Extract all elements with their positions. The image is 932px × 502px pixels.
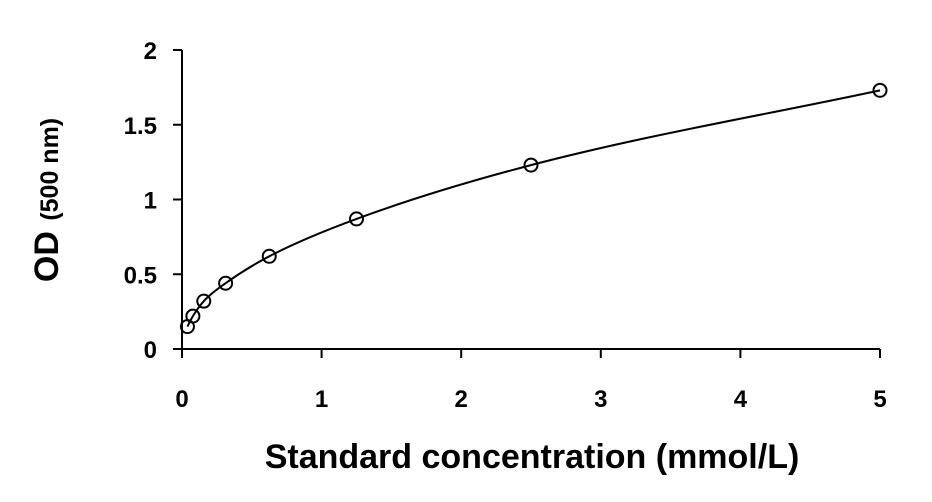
x-tick-label: 0 <box>175 386 188 413</box>
x-axis-title: Standard concentration (mmol/L) <box>265 438 800 476</box>
y-tick-label: 0.5 <box>124 262 157 289</box>
y-tick-label: 1 <box>144 188 157 215</box>
x-tick-label: 4 <box>734 386 748 413</box>
y-tick-label: 0 <box>144 337 157 364</box>
x-tick-label: 2 <box>455 386 468 413</box>
y-axis-title-main: OD <box>28 231 66 282</box>
fit-curve <box>186 89 881 328</box>
tick-labels: 0 0.5 1 1.5 2 0 1 2 3 4 5 <box>124 38 887 413</box>
y-tick-label: 2 <box>144 38 157 65</box>
data-point <box>349 211 364 227</box>
fit-curve-group <box>186 89 881 328</box>
data-point <box>196 293 212 309</box>
data-points <box>179 82 888 335</box>
data-point <box>261 248 277 264</box>
x-tick-label: 5 <box>873 386 886 413</box>
y-axis-title-unit: (500 nm) <box>36 118 64 221</box>
data-point <box>185 308 201 324</box>
y-tick-label: 1.5 <box>124 113 157 140</box>
axes <box>173 49 881 358</box>
data-point <box>218 275 234 291</box>
y-axis-title: OD (500 nm) <box>28 118 66 282</box>
x-tick-label: 1 <box>315 386 328 413</box>
data-point <box>872 82 888 98</box>
data-point <box>523 157 539 173</box>
x-tick-label: 3 <box>594 386 607 413</box>
